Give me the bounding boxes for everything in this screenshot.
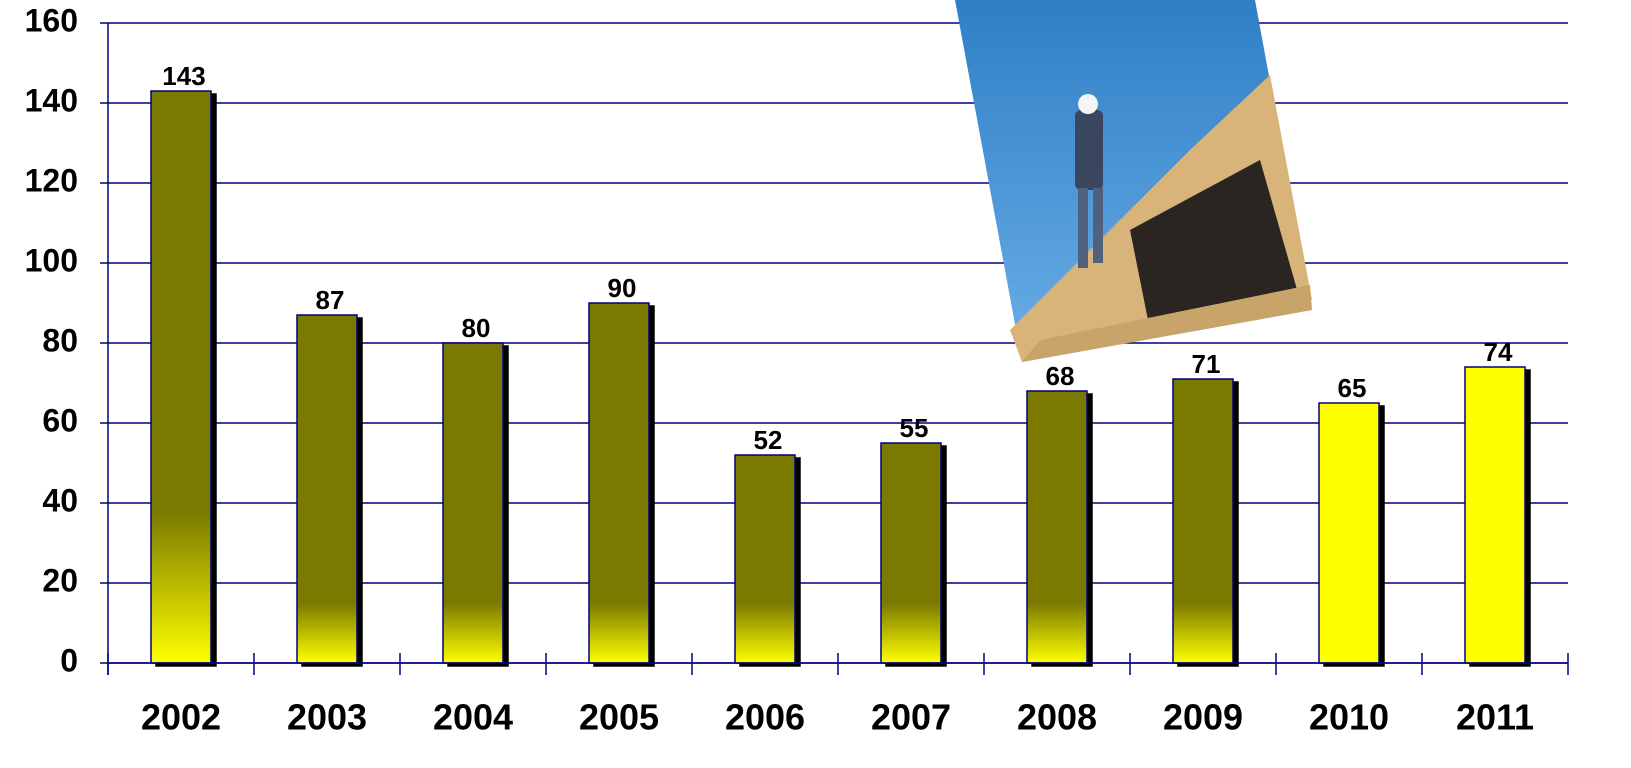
value-label: 65 <box>1338 373 1367 403</box>
y-tick-label: 120 <box>25 162 78 198</box>
x-tick-label: 2008 <box>1017 697 1097 738</box>
y-tick-label: 40 <box>42 482 78 518</box>
x-tick-label: 2004 <box>433 697 513 738</box>
value-label: 87 <box>316 285 345 315</box>
bar <box>296 314 358 664</box>
x-tick-label: 2010 <box>1309 697 1389 738</box>
x-tick-label: 2009 <box>1163 697 1243 738</box>
value-label: 52 <box>754 425 783 455</box>
y-tick-label: 60 <box>42 402 78 438</box>
y-tick-label: 140 <box>25 82 78 118</box>
x-tick-label: 2011 <box>1456 697 1534 738</box>
bar <box>1172 378 1234 664</box>
y-tick-label: 160 <box>25 2 78 38</box>
value-label: 68 <box>1046 361 1075 391</box>
x-tick-label: 2006 <box>725 697 805 738</box>
bar <box>588 302 650 664</box>
value-label: 55 <box>900 413 929 443</box>
bar <box>734 454 796 664</box>
x-tick-label: 2007 <box>871 697 951 738</box>
bar <box>1026 390 1088 664</box>
value-label: 74 <box>1484 337 1513 367</box>
x-tick-label: 2005 <box>579 697 659 738</box>
bar <box>442 342 504 664</box>
y-tick-label: 80 <box>42 322 78 358</box>
bar <box>880 442 942 664</box>
plot: 0 20 40 60 80 100 120 140 160 143 87 80 90 52 55 68 71 65… <box>25 2 1568 678</box>
bar <box>150 90 212 664</box>
y-tick-label: 0 <box>60 642 78 678</box>
value-label: 143 <box>162 61 205 91</box>
value-label: 80 <box>462 313 491 343</box>
bar <box>1464 366 1526 664</box>
x-tick-label: 2003 <box>287 697 367 738</box>
bar <box>1318 402 1380 664</box>
x-tick-label: 2002 <box>141 697 221 738</box>
value-label: 71 <box>1192 349 1221 379</box>
y-tick-label: 100 <box>25 242 78 278</box>
value-label: 90 <box>608 273 637 303</box>
y-tick-label: 20 <box>42 562 78 598</box>
photo <box>955 0 1312 362</box>
